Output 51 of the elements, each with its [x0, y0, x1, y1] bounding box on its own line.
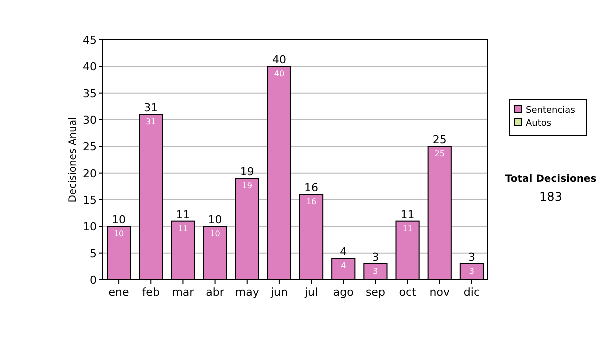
data-label: 11 [402, 224, 413, 234]
data-label: 25 [434, 150, 445, 159]
total-label: 4 [340, 246, 348, 259]
total-label: 19 [240, 166, 254, 179]
data-label: 16 [306, 198, 317, 207]
total-label: 31 [144, 102, 158, 115]
total-label: 3 [372, 251, 380, 264]
y-tick-label: 35 [83, 87, 97, 100]
y-tick-label: 20 [83, 167, 97, 180]
data-label: 19 [242, 182, 252, 191]
data-label: 10 [114, 230, 124, 239]
text: 183 [540, 190, 562, 204]
total-label: 40 [272, 54, 286, 67]
x-tick-label: jul [304, 286, 318, 299]
y-tick-label: 45 [83, 34, 97, 47]
y-tick-label: 0 [90, 274, 97, 287]
total-label: 10 [112, 214, 126, 227]
x-tick-label: ene [108, 286, 130, 299]
x-tick-label: dic [464, 286, 480, 299]
y-axis-title: Decisiones Anual [68, 117, 79, 203]
data-label: 40 [274, 70, 285, 79]
x-tick-label: nov [430, 286, 450, 299]
data-label: 4 [341, 262, 346, 271]
x-tick-label: abr [206, 286, 225, 299]
data-label: 3 [469, 267, 475, 276]
legend-label: Autos [526, 119, 552, 129]
y-tick-label: 5 [90, 247, 97, 260]
total-label: 16 [304, 182, 319, 195]
data-label: 11 [178, 224, 188, 234]
y-tick-label: 15 [83, 194, 97, 207]
text: Total Decisiones [505, 174, 597, 185]
x-tick-label: oct [399, 286, 418, 299]
y-tick-label: 30 [83, 114, 97, 127]
y-tick-label: 10 [83, 220, 97, 234]
x-tick-label: ago [333, 286, 354, 299]
legend-label: Sentencias [526, 106, 576, 116]
total-label: 11 [176, 208, 190, 222]
y-tick-label: 40 [83, 60, 97, 74]
x-tick-label: sep [366, 286, 386, 299]
x-tick-label: jun [270, 286, 288, 299]
x-tick-label: feb [142, 286, 160, 299]
data-label: 31 [146, 118, 156, 127]
total-label: 25 [432, 134, 447, 147]
total-label: 3 [468, 251, 476, 264]
total-label: 10 [208, 214, 222, 227]
data-label: 3 [373, 267, 378, 276]
data-label: 10 [210, 230, 220, 239]
x-tick-label: may [235, 286, 260, 299]
y-tick-label: 25 [83, 140, 97, 154]
x-tick-label: mar [172, 286, 195, 299]
total-label: 11 [400, 208, 415, 222]
